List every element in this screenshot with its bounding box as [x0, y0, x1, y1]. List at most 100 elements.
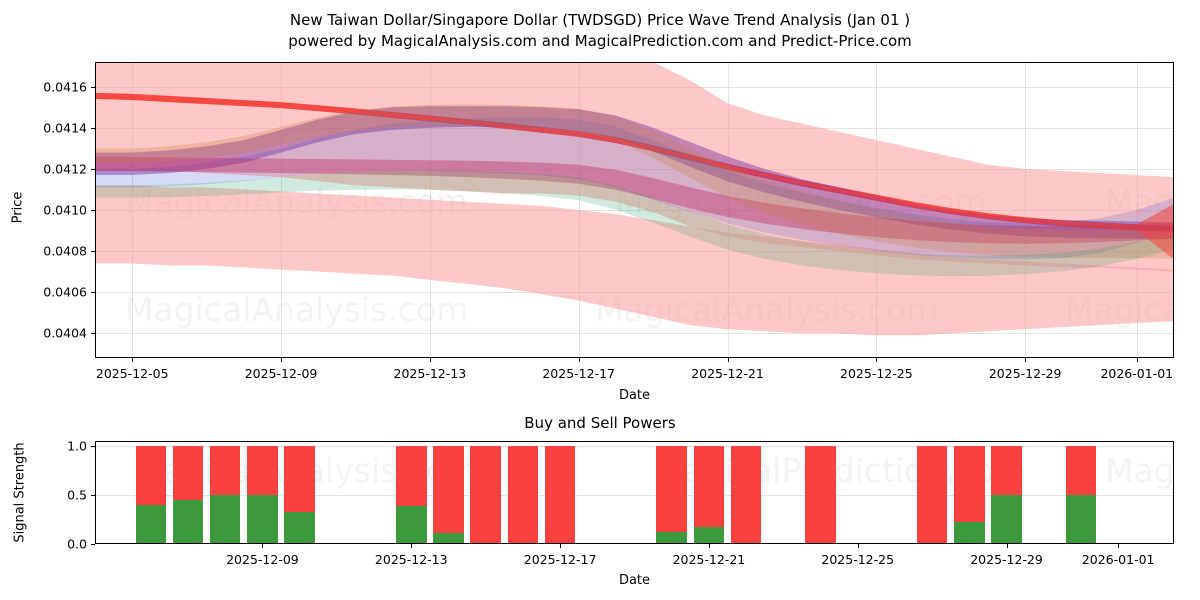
sell-power-segment	[172, 445, 204, 500]
gridline-horizontal	[95, 333, 1174, 335]
signal-bar[interactable]	[1065, 445, 1097, 544]
price-band	[95, 185, 1174, 336]
price-wave-canvas: MagicalAnalysis.comMagicalPrediction.com…	[95, 62, 1174, 358]
signal-bar[interactable]	[470, 445, 501, 544]
y-tick-label: 0.0410	[43, 202, 87, 218]
sell-power-segment	[730, 445, 762, 544]
y-tick-mark	[91, 210, 95, 211]
sell-power-segment	[396, 445, 427, 506]
x-tick-label: 2025-12-29	[970, 552, 1043, 567]
x-tick-label: 2025-12-09	[244, 366, 318, 381]
sell-power-segment	[135, 445, 167, 505]
signal-bar[interactable]	[954, 445, 985, 544]
signal-chart-title: Buy and Sell Powers	[524, 414, 676, 432]
signal-bar[interactable]	[284, 445, 315, 544]
x-tick-label: 2025-12-21	[691, 366, 764, 381]
sell-power-segment	[507, 445, 539, 544]
sell-power-segment	[1065, 445, 1097, 495]
y-tick-label: 0.0412	[43, 161, 87, 177]
buy-power-segment	[247, 494, 278, 544]
sell-power-segment	[916, 445, 948, 544]
sell-power-segment	[284, 445, 315, 512]
x-tick-label: 2025-12-17	[523, 552, 597, 567]
signal-bar[interactable]	[209, 445, 241, 544]
x-tick-mark	[429, 358, 431, 362]
gridline-horizontal	[95, 210, 1174, 211]
y-tick-label: 0.0414	[43, 120, 87, 136]
signal-bar[interactable]	[135, 445, 167, 544]
x-tick-label: 2025-12-21	[672, 552, 746, 567]
y-tick-label: 1.0	[67, 438, 87, 454]
signal-bar[interactable]	[991, 445, 1022, 544]
signal-y-axis-label: Signal Strength	[12, 442, 28, 543]
y-tick-label: 0.0408	[43, 243, 87, 259]
watermark-text: MagicalPrediction.com	[1105, 451, 1174, 490]
x-tick-label: 2025-12-13	[374, 552, 448, 567]
signal-bar[interactable]	[247, 445, 278, 544]
signal-bar[interactable]	[693, 445, 725, 544]
main-y-axis-label: Price	[10, 191, 26, 224]
buy-power-segment	[1065, 494, 1097, 544]
x-tick-mark	[1136, 358, 1138, 362]
buy-sell-powers-plot: MagicalAnalysis.comMagicalPrediction.com…	[95, 441, 1174, 544]
signal-bar[interactable]	[544, 445, 576, 544]
gridline-horizontal	[95, 494, 1174, 496]
y-tick-label: 0.0416	[43, 79, 87, 95]
sell-power-segment	[247, 445, 278, 495]
chart-title-line2: powered by MagicalAnalysis.com and Magic…	[288, 32, 912, 50]
y-tick-mark	[91, 86, 95, 88]
y-tick-mark	[91, 333, 95, 335]
gridline-vertical	[578, 62, 580, 358]
signal-bar[interactable]	[172, 445, 204, 544]
signal-bar[interactable]	[433, 445, 464, 544]
sell-power-segment	[656, 445, 687, 533]
x-tick-label: 2026-01-01	[1100, 366, 1174, 381]
price-band	[95, 106, 1174, 240]
x-tick-mark	[132, 358, 134, 362]
signal-bar[interactable]	[730, 445, 762, 544]
main-x-axis-label: Date	[618, 388, 651, 403]
price-band	[95, 117, 1174, 260]
x-tick-label: 2025-12-29	[988, 366, 1062, 381]
buy-power-segment	[209, 494, 241, 544]
y-tick-label: 0.0404	[43, 325, 87, 341]
x-tick-mark	[281, 358, 283, 362]
price-band	[95, 156, 1174, 244]
sell-power-segment	[209, 445, 241, 495]
chart-title-line1: New Taiwan Dollar/Singapore Dollar (TWDS…	[289, 11, 911, 29]
x-tick-label: 2025-12-09	[226, 552, 299, 567]
sell-power-segment	[693, 445, 725, 528]
signal-bar[interactable]	[396, 445, 427, 544]
signal-bar[interactable]	[656, 445, 687, 544]
x-tick-mark	[708, 544, 710, 548]
price-wave-plot: MagicalAnalysis.comMagicalPrediction.com…	[95, 62, 1174, 358]
y-tick-label: 0.5	[67, 487, 87, 503]
signal-bar[interactable]	[507, 445, 539, 544]
price-band	[95, 170, 1174, 277]
x-tick-mark	[1025, 358, 1027, 362]
chart-title: New Taiwan Dollar/Singapore Dollar (TWDS…	[0, 10, 1200, 52]
x-tick-mark	[857, 544, 859, 548]
signal-bar[interactable]	[805, 445, 836, 544]
y-tick-mark	[91, 292, 95, 294]
y-tick-mark	[91, 168, 95, 170]
y-tick-label: 0.0	[67, 536, 87, 552]
signal-bar[interactable]	[916, 445, 948, 544]
signal-x-axis-label: Date	[618, 573, 651, 588]
buy-power-segment	[693, 527, 725, 544]
y-tick-mark	[91, 251, 95, 253]
sell-power-segment	[544, 445, 576, 544]
buy-power-segment	[135, 504, 167, 544]
buy-power-segment	[172, 499, 204, 544]
sell-power-segment	[433, 445, 464, 534]
buy-power-segment	[954, 522, 985, 544]
buy-power-segment	[396, 505, 427, 544]
x-tick-mark	[578, 358, 580, 362]
y-tick-label: 0.0406	[43, 284, 87, 300]
x-tick-mark	[560, 544, 562, 548]
gridline-horizontal	[95, 445, 1174, 447]
price-wave-bands	[95, 62, 1174, 358]
x-tick-label: 2025-12-17	[542, 366, 616, 381]
y-tick-mark	[91, 544, 95, 545]
